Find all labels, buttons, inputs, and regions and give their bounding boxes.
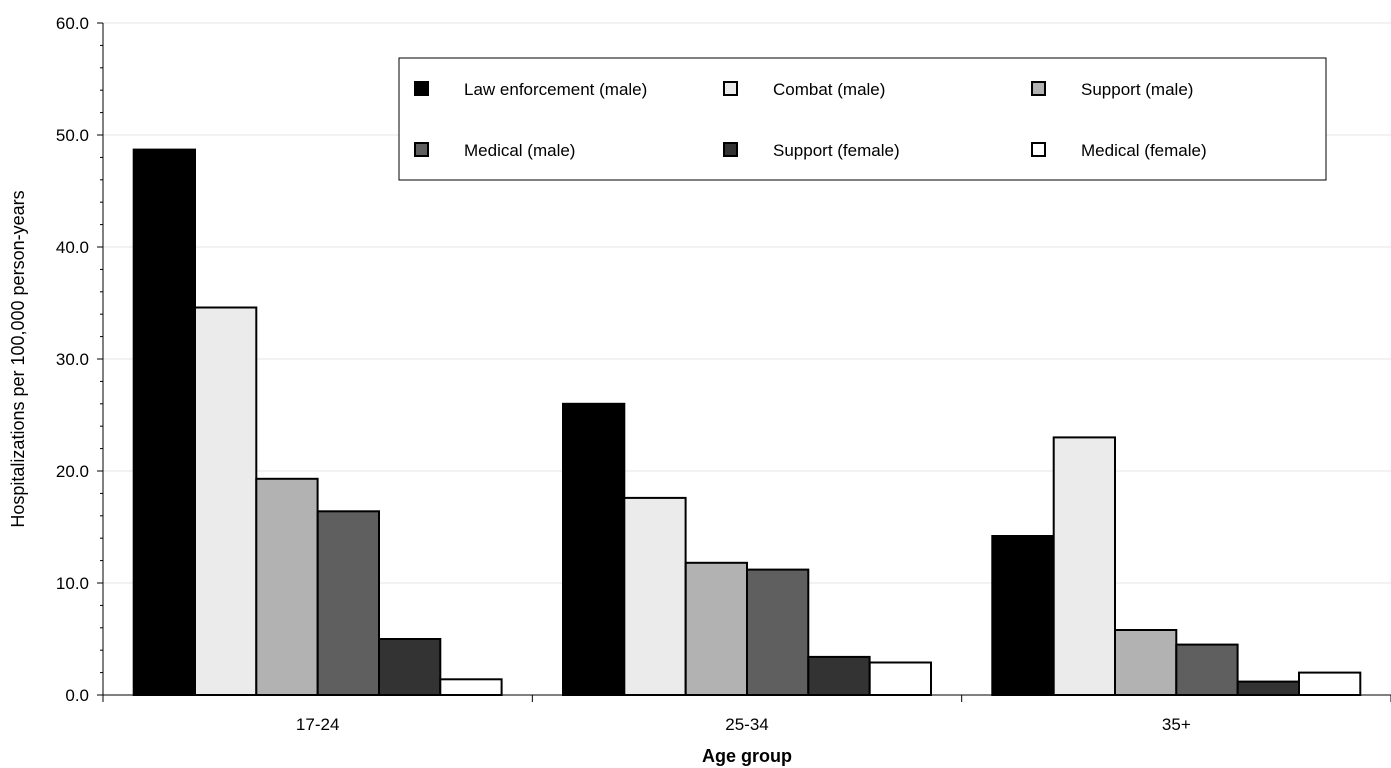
bar [868,661,933,696]
legend-label: Combat (male) [773,80,885,99]
bar [991,535,1055,696]
legend-swatch [414,81,429,96]
bar [1298,671,1362,696]
x-axis-title: Age group [702,746,792,766]
bar [255,477,319,696]
y-tick-label: 20.0 [56,462,89,481]
bar [562,402,626,696]
legend-swatch [1031,142,1046,157]
y-tick-labels: 0.0 10.0 20.0 30.0 40.0 50.0 60.0 [56,14,89,705]
bar [1236,680,1300,696]
bar [807,655,871,697]
legend-swatch [1031,81,1046,96]
legend-label: Support (male) [1081,80,1193,99]
legend-swatch [414,142,429,157]
bar [623,496,687,696]
bar [1052,436,1116,696]
legend-label: Medical (male) [464,141,575,160]
legend-swatch [723,81,738,96]
bar [439,678,503,696]
bar [684,561,749,696]
axes [97,22,1391,702]
bar [1114,629,1178,696]
bars [132,148,1362,697]
legend-label: Medical (female) [1081,141,1207,160]
x-tick-label: 17-24 [296,715,339,734]
bar [316,510,381,696]
y-tick-label: 40.0 [56,238,89,257]
y-tick-label: 30.0 [56,350,89,369]
bar [194,306,258,696]
y-tick-label: 50.0 [56,126,89,145]
x-tick-label: 35+ [1162,715,1191,734]
bar [132,148,196,697]
legend-label: Law enforcement (male) [464,80,647,99]
y-axis-title: Hospitalizations per 100,000 person-year… [8,190,28,527]
legend: Law enforcement (male) Combat (male) Suppo… [398,57,1327,181]
bar [746,568,810,696]
bar [378,638,442,696]
legend-box [398,57,1327,181]
bar [1175,643,1239,696]
x-tick-labels: 17-24 25-34 35+ [296,715,1191,734]
x-tick-label: 25-34 [725,715,768,734]
y-tick-label: 10.0 [56,574,89,593]
legend-label: Support (female) [773,141,900,160]
y-tick-label: 0.0 [65,686,89,705]
legend-swatch [723,142,738,157]
y-tick-label: 60.0 [56,14,89,33]
